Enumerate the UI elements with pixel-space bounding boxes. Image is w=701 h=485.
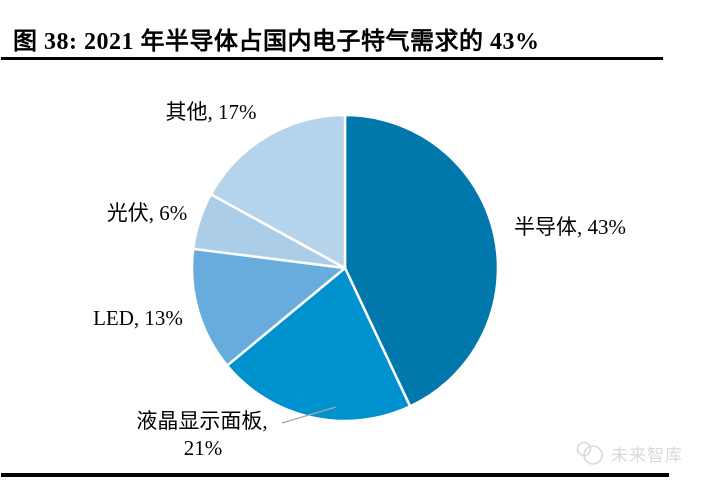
pie-slice-led bbox=[190, 247, 347, 367]
slice-label-lcd-line1: 液晶显示面板, bbox=[136, 409, 268, 433]
watermark-text: 未来智库 bbox=[611, 446, 683, 465]
slice-label-lcd-line2: 21% bbox=[183, 436, 223, 460]
watermark-logo-icon bbox=[576, 441, 603, 465]
figure-title: 图 38: 2021 年半导体占国内电子特气需求的 43% bbox=[13, 29, 540, 55]
slice-label-pv: 光伏, 6% bbox=[106, 201, 188, 225]
slice-label-led: LED, 13% bbox=[93, 306, 183, 330]
watermark: 未来智库 bbox=[575, 440, 683, 467]
pie-slice-lcd-panel bbox=[225, 266, 412, 423]
title-underline-rule bbox=[1, 57, 663, 60]
slice-label-other: 其他, 17% bbox=[165, 100, 257, 124]
pie-slice-semiconductor bbox=[343, 113, 500, 408]
slice-label-semiconductor: 半导体, 43% bbox=[514, 215, 626, 239]
pie-slice-other bbox=[209, 113, 347, 270]
figure-bottom-rule bbox=[1, 473, 669, 477]
lcd-label-leader-line bbox=[281, 406, 337, 424]
